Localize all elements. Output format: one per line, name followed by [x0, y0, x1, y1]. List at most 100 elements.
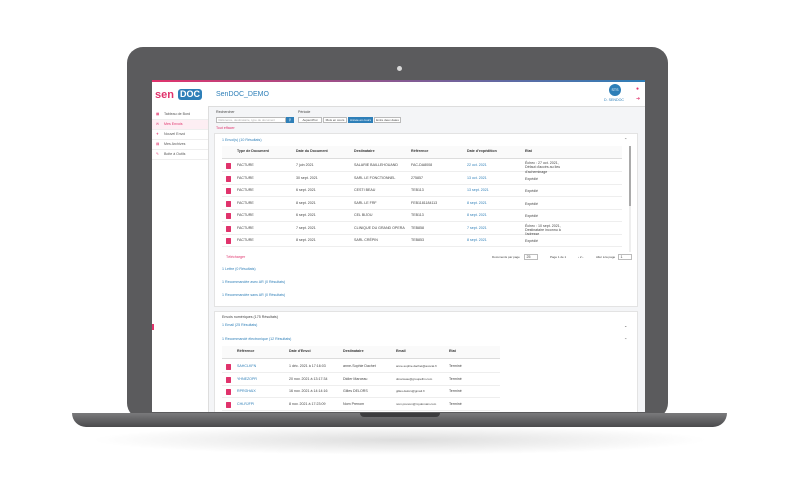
cell: FAC-DA8008: [411, 163, 433, 167]
period-label: Période: [298, 110, 311, 114]
row-border: [222, 397, 500, 398]
column-header[interactable]: Type de Document: [237, 149, 269, 153]
cell: FEB1181184113: [411, 200, 438, 205]
cell: FACTURE: [237, 213, 254, 217]
digital-groups: 1 Email (25 Résultats) ⌄ 1 Recommandé élec…: [222, 323, 627, 344]
document-icon[interactable]: [226, 200, 231, 207]
menu-item-bg[interactable]: [152, 120, 208, 130]
document-icon[interactable]: [226, 389, 231, 395]
document-icon[interactable]: [226, 175, 231, 182]
cell: Terminé: [449, 376, 462, 381]
menu-icon: ✎: [156, 152, 160, 156]
cell: FACTURE: [237, 238, 254, 242]
column-header[interactable]: Référence: [411, 149, 429, 153]
chevron[interactable]: ⌃: [624, 137, 628, 142]
cell: 275857: [411, 175, 423, 180]
column-header[interactable]: Destinataire: [343, 349, 364, 353]
column-header[interactable]: Email: [396, 349, 406, 353]
collapsed-group[interactable]: 1 Recommandée sans AR (0 Résultats): [222, 293, 286, 297]
download-link[interactable]: Télécharger: [226, 255, 246, 259]
column-header[interactable]: Etat: [525, 149, 532, 153]
document-icon[interactable]: [226, 163, 231, 169]
screen: sen DOC ▦ Tableau de Bord ✉ Mes Envois ✈ Nouv…: [152, 80, 645, 412]
column-header[interactable]: Date d'Envoi: [289, 349, 311, 353]
column-header[interactable]: Etat: [449, 349, 456, 353]
cell: YHNEZOPR: [237, 376, 257, 381]
cell: SARL LE FRF: [354, 200, 377, 205]
goto-select[interactable]: 1: [618, 254, 632, 260]
cell: FACTURE: [237, 188, 254, 192]
chevron[interactable]: ⌄: [624, 323, 628, 328]
cell: 30 sept. 2021: [296, 175, 318, 180]
per-page-select[interactable]: 25: [524, 254, 538, 260]
digital-table: Référence Date d'Envoi Destinataire Email Et…: [222, 346, 500, 412]
collapsed-group[interactable]: 1 Lettre (0 Résultats): [222, 267, 256, 271]
menu-item-bg[interactable]: [152, 130, 208, 140]
menu-item[interactable]: Nouvel Envoi: [164, 132, 186, 136]
document-icon[interactable]: [226, 225, 231, 232]
menu-item[interactable]: Mes Envois: [164, 122, 183, 126]
search-button[interactable]: ⚲: [286, 117, 294, 123]
row-border: [222, 196, 622, 197]
scrollbar-thumb: [629, 146, 631, 206]
cell: 7 juin 2021: [296, 163, 314, 167]
table-header-bg: [222, 146, 622, 159]
menu-item[interactable]: Tableau de Bord: [164, 112, 191, 116]
column-header[interactable]: Référence: [237, 349, 255, 353]
period-button[interactable]: Année en cours: [348, 117, 373, 123]
other-groups: 1 Lettre (0 Résultats) 1 Recommandée avec…: [222, 267, 622, 300]
cell: Nom Prenom: [343, 401, 365, 406]
menu-item-bg[interactable]: [152, 150, 208, 160]
cell: Expédié: [525, 176, 538, 181]
logout-icon[interactable]: ➜: [636, 96, 641, 102]
cell: 22 oct. 2021: [467, 163, 487, 167]
search-input[interactable]: Référence, destinataire, type de documen…: [216, 117, 286, 123]
postal-table: Type de Document Date du Document Destinat…: [222, 146, 622, 252]
cell: TEB113: [411, 213, 424, 217]
row-border: [222, 233, 622, 235]
cell: TEB853: [411, 238, 424, 242]
group-heading[interactable]: 1 Email (25 Résultats): [222, 323, 258, 327]
menu-item[interactable]: Mes Archives: [164, 142, 186, 146]
header-icon[interactable]: ●: [636, 86, 640, 92]
column-header[interactable]: Date du Document: [296, 149, 328, 153]
column-header[interactable]: Date d'expédition: [467, 149, 497, 153]
document-icon[interactable]: [226, 238, 231, 244]
collapsed-group[interactable]: 1 Recommandée avec AR (0 Résultats): [222, 280, 286, 284]
cell: anne-sophie.dachet@avocat.fr: [396, 364, 437, 368]
period-button[interactable]: Entre deux dates: [374, 117, 401, 123]
menu-item-bg[interactable]: [152, 110, 208, 120]
cell: 6 sept. 2021: [296, 188, 316, 192]
cell: 7 sept. 2021: [467, 225, 487, 230]
document-icon[interactable]: [226, 376, 231, 383]
cell: SALARIE BAILLEHOUAND: [354, 163, 398, 167]
document-icon[interactable]: [226, 213, 231, 219]
column-header[interactable]: Destinataire: [354, 149, 375, 153]
cell: gilles.delors@gmail.fr: [396, 389, 425, 393]
cell: 8 sept. 2021: [467, 213, 487, 217]
cell: 8 nov. 2021 à 17:23:09: [289, 401, 326, 406]
menu-item-bg[interactable]: [152, 140, 208, 150]
clear-link[interactable]: Tout effacer: [216, 126, 235, 130]
cell: nom.prenom@mydomain.com: [396, 401, 437, 406]
group-heading[interactable]: 1 Recommandé électronique (12 Résultats): [222, 337, 292, 341]
avatar: STS: [609, 84, 621, 96]
cell: 8 sept. 2021: [296, 200, 316, 205]
cell: Terminé: [449, 401, 462, 406]
menu-item[interactable]: Boite à Outils: [164, 152, 186, 156]
cell: 1 déc. 2021 à 17:16:03: [289, 364, 326, 368]
postal-heading[interactable]: 1 Envoi(s) (10 Résultats): [222, 138, 262, 142]
period-button[interactable]: Mois en cours: [323, 117, 347, 123]
document-icon[interactable]: [226, 188, 231, 194]
row-border: [222, 246, 622, 247]
row-border: [222, 409, 500, 411]
document-icon[interactable]: [226, 364, 231, 370]
document-icon[interactable]: [226, 401, 231, 408]
page-nav[interactable]: ‹ 2 ›: [578, 255, 584, 259]
cell: CESTI BEAU: [354, 188, 376, 192]
menu: ▦ Tableau de Bord ✉ Mes Envois ✈ Nouvel Envoi…: [152, 110, 208, 190]
period-button[interactable]: Aujourd'hui: [298, 117, 322, 123]
chevron[interactable]: ⌃: [624, 337, 628, 342]
laptop-notch: [360, 413, 440, 417]
